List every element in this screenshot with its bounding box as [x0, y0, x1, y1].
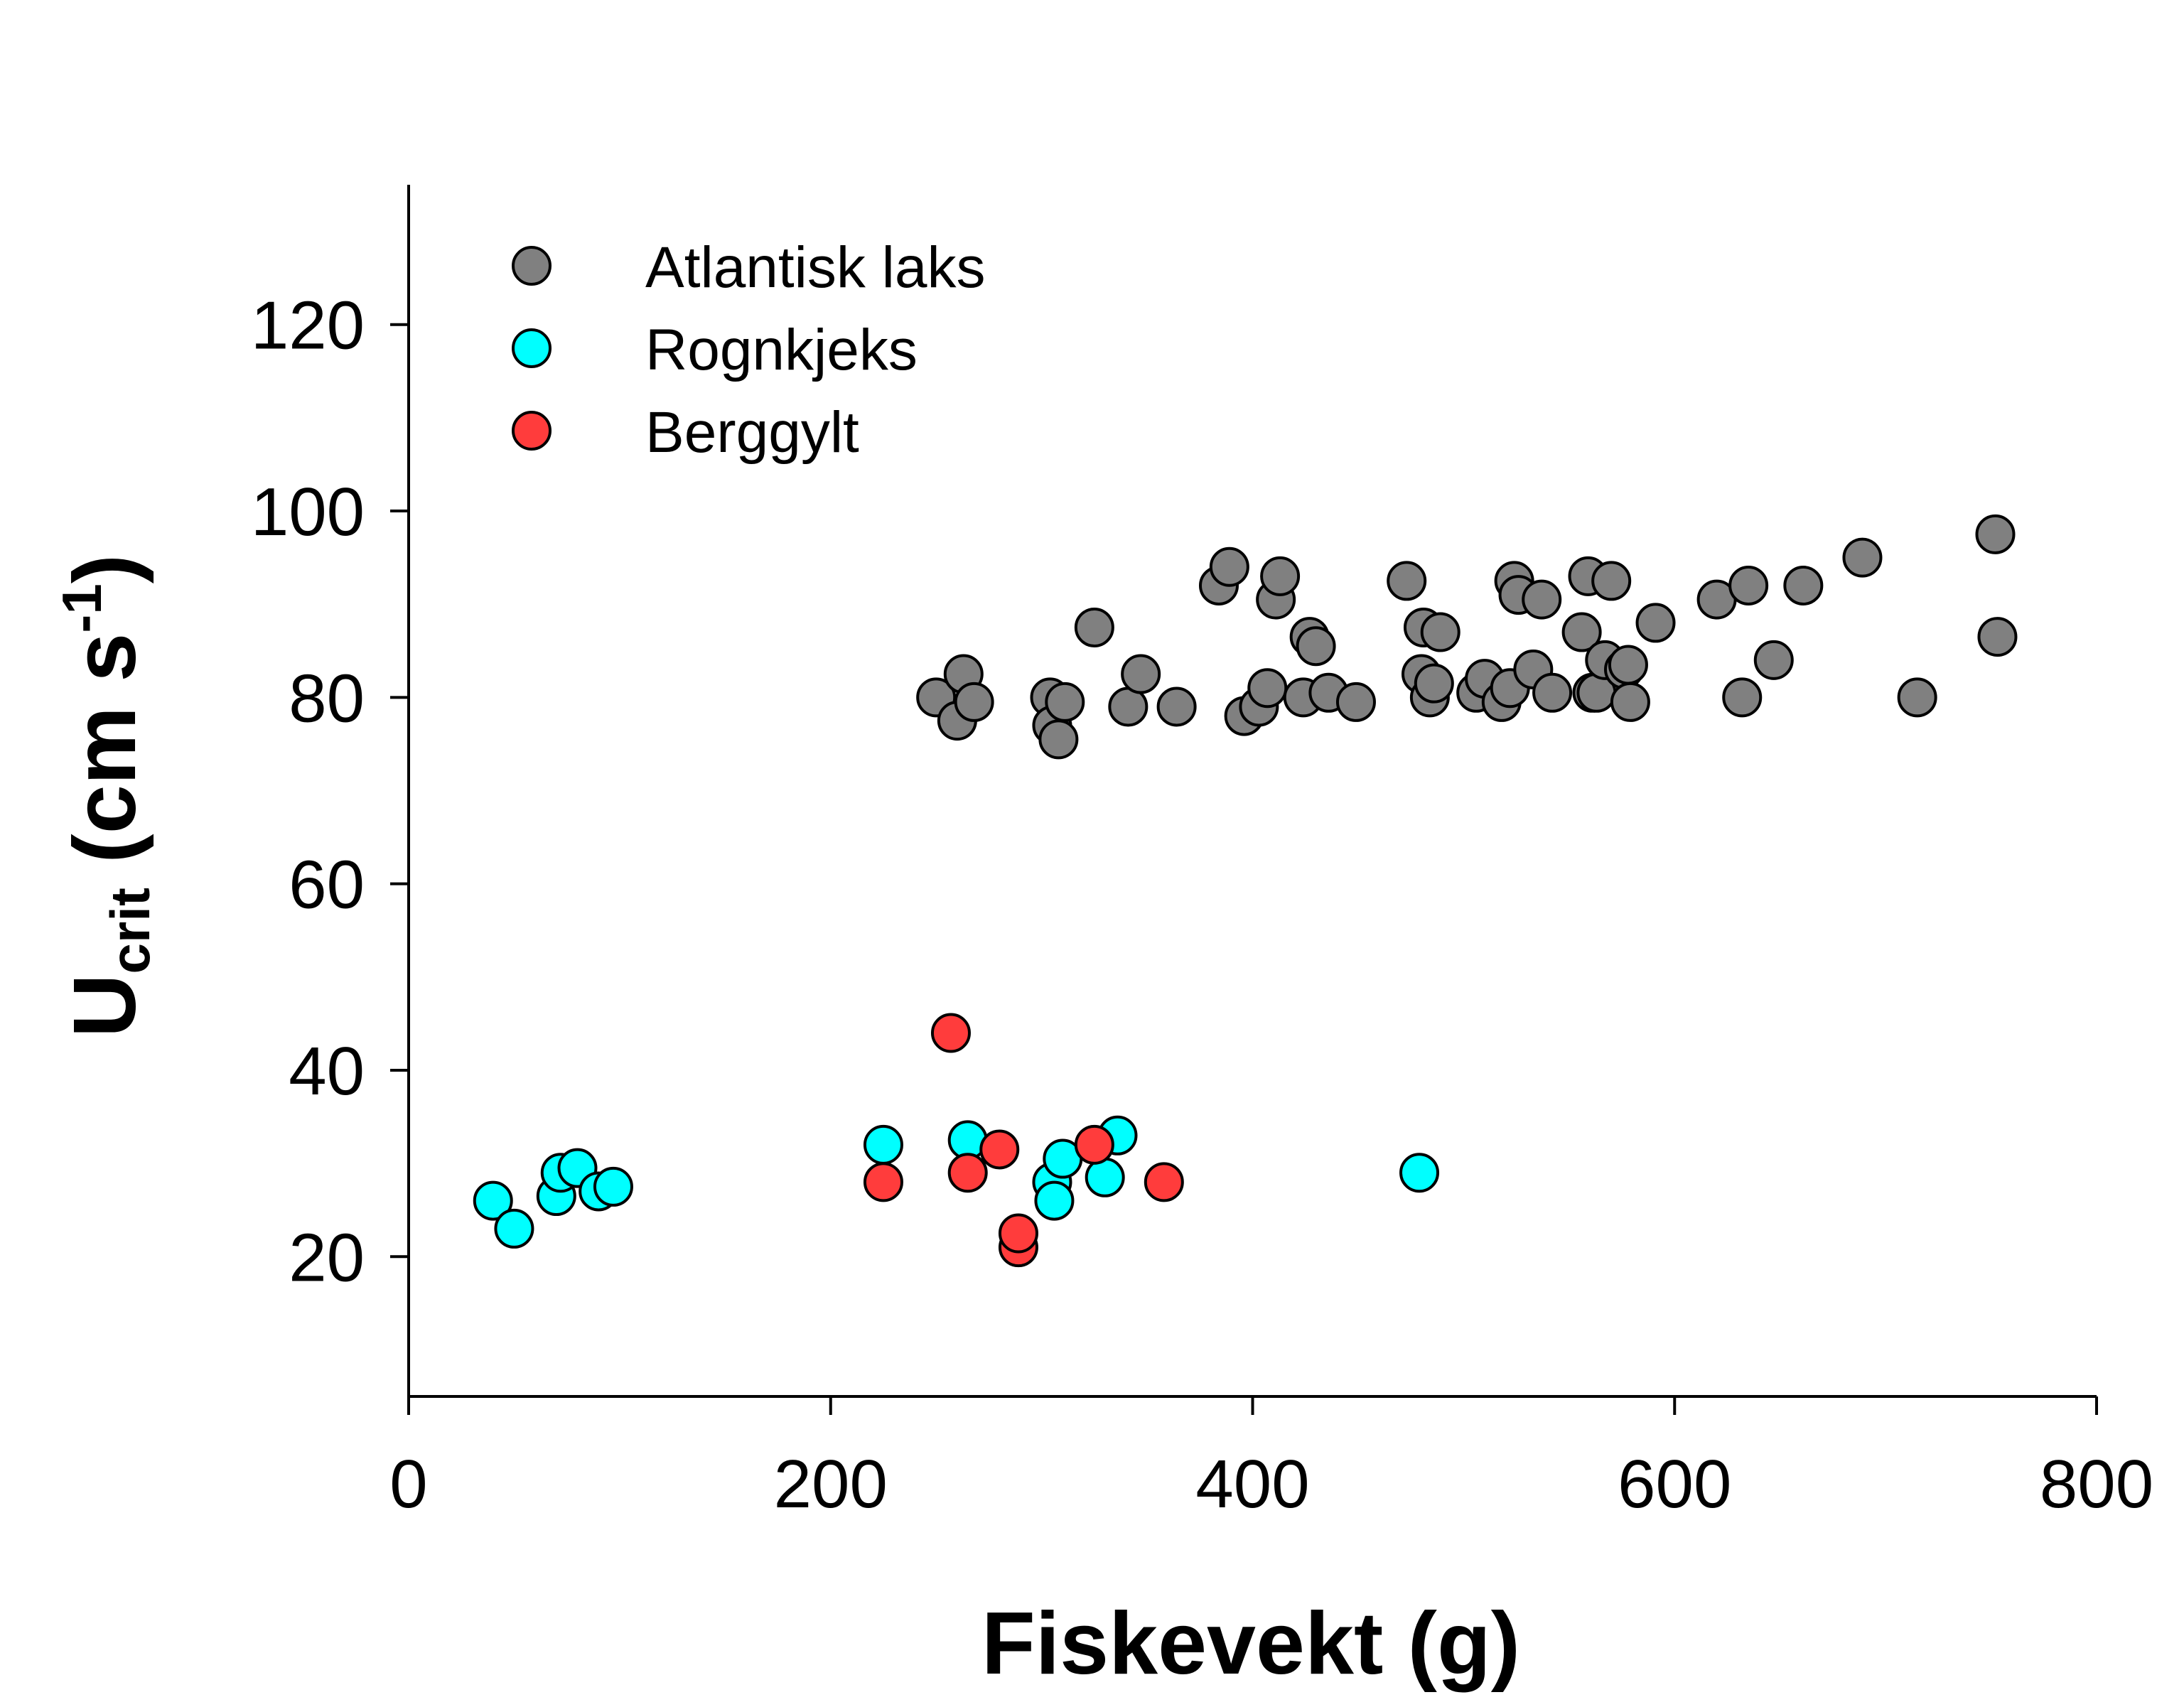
- y-axis-title-unit-close: ): [56, 554, 154, 583]
- data-point-atlantisk-laks: [1121, 654, 1161, 694]
- data-point-atlantisk-laks: [1977, 617, 2018, 657]
- data-point-atlantisk-laks: [1420, 612, 1461, 652]
- data-point-rognkjeks: [1034, 1180, 1075, 1221]
- y-tick-label: 120: [251, 288, 365, 364]
- data-point-atlantisk-laks: [1247, 668, 1288, 709]
- data-point-atlantisk-laks: [1045, 682, 1085, 722]
- y-axis-ticks: 20 40 60 80 100 120: [251, 288, 409, 1296]
- data-point-atlantisk-laks: [1635, 603, 1676, 643]
- data-point-rognkjeks: [863, 1124, 903, 1165]
- legend-marker-rognkjeks: [512, 328, 552, 368]
- data-point-atlantisk-laks: [1591, 561, 1632, 601]
- data-point-atlantisk-laks: [1728, 565, 1769, 605]
- y-tick-label: 80: [289, 660, 365, 736]
- y-axis-title-main: U: [56, 974, 154, 1038]
- y-axis-title-superscript: -1: [50, 583, 113, 632]
- data-point-atlantisk-laks: [1608, 645, 1648, 685]
- data-point-atlantisk-laks: [1260, 556, 1301, 596]
- data-point-atlantisk-laks: [1387, 561, 1427, 601]
- data-point-atlantisk-laks: [1296, 626, 1336, 667]
- data-point-atlantisk-laks: [1414, 663, 1454, 704]
- y-axis-title: Ucrit (cm s-1): [50, 554, 161, 1038]
- y-tick-label: 100: [251, 474, 365, 550]
- data-points: [473, 514, 2018, 1268]
- data-point-atlantisk-laks: [1753, 640, 1794, 680]
- data-point-berggylt: [863, 1162, 903, 1202]
- data-point-berggylt: [947, 1153, 988, 1193]
- legend-label-rognkjeks: Rognkjeks: [645, 318, 918, 382]
- y-tick-label: 40: [289, 1033, 365, 1109]
- data-point-berggylt: [979, 1129, 1020, 1170]
- y-tick-label: 20: [289, 1219, 365, 1296]
- x-tick-label: 400: [1195, 1446, 1309, 1522]
- legend-label-berggylt: Berggylt: [645, 400, 859, 465]
- data-point-atlantisk-laks: [1561, 612, 1602, 652]
- data-point-atlantisk-laks: [1038, 719, 1079, 760]
- data-point-berggylt: [998, 1213, 1038, 1254]
- legend-marker-atlantisk-laks: [512, 246, 552, 286]
- x-tick-label: 0: [389, 1446, 427, 1522]
- legend: Atlantisk laks Rognkjeks Berggylt: [512, 235, 986, 465]
- data-point-atlantisk-laks: [1209, 546, 1249, 587]
- legend-marker-berggylt: [512, 411, 552, 451]
- data-point-berggylt: [1144, 1162, 1184, 1202]
- x-axis-ticks: 0 200 400 600 800: [389, 1396, 2153, 1522]
- data-point-atlantisk-laks: [1783, 565, 1824, 605]
- data-point-atlantisk-laks: [1975, 514, 2016, 554]
- data-point-atlantisk-laks: [1522, 579, 1562, 620]
- data-point-atlantisk-laks: [1722, 677, 1763, 718]
- data-point-rognkjeks: [494, 1208, 534, 1249]
- x-tick-label: 200: [774, 1446, 888, 1522]
- data-point-atlantisk-laks: [1610, 682, 1650, 722]
- data-point-rognkjeks: [1399, 1153, 1440, 1193]
- y-tick-label: 60: [289, 847, 365, 923]
- x-tick-label: 800: [2040, 1446, 2153, 1522]
- data-point-berggylt: [1074, 1124, 1114, 1165]
- data-point-atlantisk-laks: [1074, 607, 1114, 647]
- data-point-atlantisk-laks: [1842, 537, 1883, 578]
- data-point-atlantisk-laks: [1335, 682, 1376, 722]
- data-point-atlantisk-laks: [1532, 672, 1573, 713]
- x-axis-title: Fiskevekt (g): [981, 1595, 1520, 1693]
- x-tick-label: 600: [1618, 1446, 1731, 1522]
- data-point-atlantisk-laks: [1156, 686, 1197, 727]
- data-point-atlantisk-laks: [1897, 677, 1937, 718]
- legend-label-atlantisk-laks: Atlantisk laks: [645, 235, 986, 300]
- data-point-berggylt: [930, 1013, 971, 1053]
- data-point-rognkjeks: [593, 1166, 633, 1207]
- y-axis-title-unit: (cm s: [56, 633, 154, 888]
- data-point-rognkjeks: [473, 1180, 513, 1221]
- data-point-atlantisk-laks: [954, 682, 994, 722]
- y-axis-title-subscript: crit: [99, 888, 161, 974]
